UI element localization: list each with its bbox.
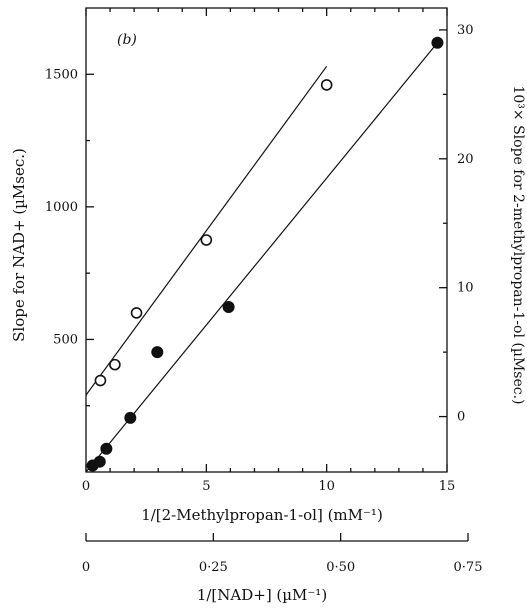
open-circle-point bbox=[200, 234, 213, 246]
y-right-tick-label: 30 bbox=[457, 23, 474, 38]
plot-border bbox=[85, 7, 448, 473]
secondary-x-tick-label: 0·75 bbox=[454, 560, 483, 575]
filled-circle-point bbox=[431, 36, 444, 49]
y-left-tick-label: 1500 bbox=[45, 67, 78, 82]
left-y-axis-label: Slope for NAD+ (µMsec.) bbox=[10, 148, 28, 342]
panel-label: (b) bbox=[117, 32, 137, 48]
secondary-x-tick-label: 0 bbox=[82, 560, 90, 575]
filled-series-fit-line bbox=[85, 42, 438, 473]
filled-circle-point bbox=[124, 411, 137, 424]
open-circle-point bbox=[320, 79, 333, 91]
right-y-axis-label: 10³× Slope for 2-methylpropan-1-ol (µMse… bbox=[510, 85, 526, 404]
open-circle-point bbox=[109, 358, 121, 371]
y-right-tick-label: 0 bbox=[457, 410, 465, 425]
data-points bbox=[86, 36, 444, 472]
axis-ticks bbox=[85, 8, 448, 472]
secondary-x-tick-label: 0·50 bbox=[326, 560, 355, 575]
y-right-tick-label: 20 bbox=[457, 152, 474, 167]
open-series-fit-line bbox=[85, 65, 328, 396]
secondary-x-tick-label: 0·25 bbox=[199, 560, 228, 575]
x-tick-label: 10 bbox=[318, 479, 335, 494]
y-left-tick-label: 1000 bbox=[45, 200, 78, 215]
secondary-x-axis: 0 0·25 0·50 0·75 bbox=[82, 533, 483, 575]
x-tick-label: 5 bbox=[202, 479, 210, 494]
x-tick-label: 0 bbox=[82, 479, 90, 494]
open-circle-point bbox=[94, 374, 107, 387]
filled-circle-point bbox=[222, 301, 235, 314]
filled-circle-point bbox=[93, 455, 106, 468]
fit-lines bbox=[85, 42, 438, 473]
tick-labels: 0 5 10 15 500 1000 1500 0 10 20 30 bbox=[45, 23, 474, 494]
filled-circle-point bbox=[100, 442, 113, 455]
x-axis-label: 1/[2-Methylpropan-1-ol] (mM⁻¹) bbox=[141, 506, 383, 524]
filled-circle-point bbox=[151, 346, 164, 359]
y-left-tick-label: 500 bbox=[53, 332, 78, 347]
secondary-x-axis-label: 1/[NAD+] (µM⁻¹) bbox=[197, 586, 327, 604]
open-circle-point bbox=[130, 307, 143, 319]
y-right-tick-label: 10 bbox=[457, 281, 474, 296]
plot-frame bbox=[85, 7, 448, 473]
x-tick-label: 15 bbox=[439, 479, 456, 494]
